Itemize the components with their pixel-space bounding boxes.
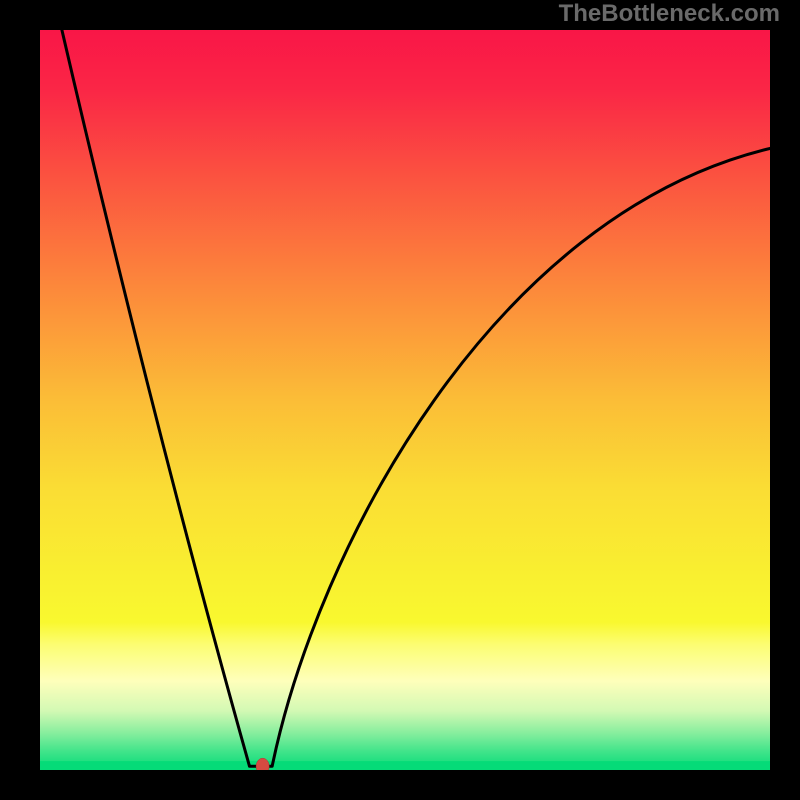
- chart-svg: [40, 30, 770, 770]
- chart-frame: TheBottleneck.com: [0, 0, 800, 800]
- watermark-text: TheBottleneck.com: [559, 0, 780, 28]
- chart-background: [40, 30, 770, 770]
- plot-area: [40, 30, 770, 770]
- bottom-green-band: [40, 761, 770, 770]
